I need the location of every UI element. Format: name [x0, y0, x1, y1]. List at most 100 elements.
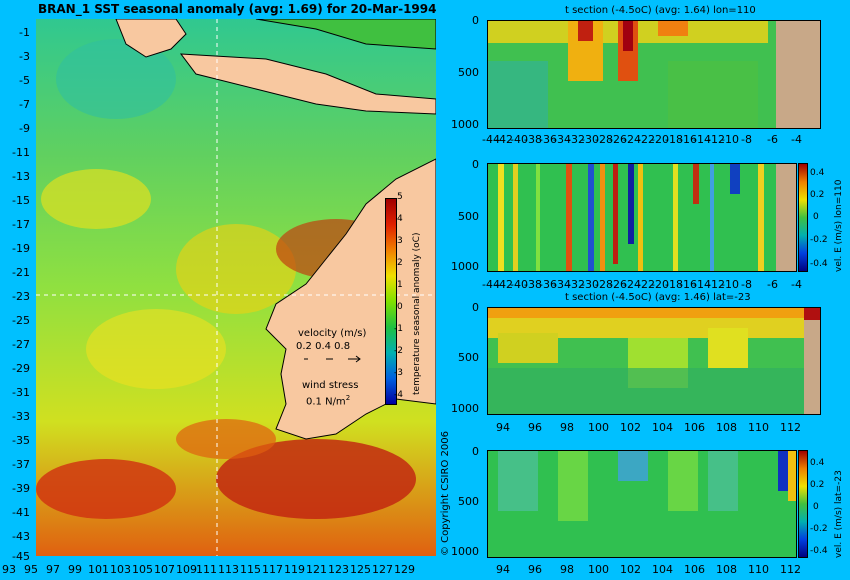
x-tick: -16 [679, 278, 697, 291]
x-tick: -36 [539, 278, 557, 291]
x-tick: -30 [581, 133, 599, 146]
panel-3-y-axis: 0 500 1000 [440, 301, 485, 421]
map-lon-axis: 93 95 97 99 101 103 105 107 109 111 113 … [0, 563, 440, 580]
panel-2-colorbar-label: vel. E (m/s) lon=110 [834, 179, 844, 272]
x-tick: 106 [684, 421, 705, 434]
colorbar-tick: 5 [397, 192, 403, 202]
lon-label: 127 [372, 563, 393, 576]
x-tick: -10 [721, 133, 739, 146]
x-tick: -16 [679, 133, 697, 146]
y-tick: 0 [472, 445, 479, 458]
lon-label: 115 [240, 563, 261, 576]
x-tick: -22 [637, 278, 655, 291]
lat-label: -39 [12, 482, 30, 495]
x-tick: -4 [791, 133, 802, 146]
x-tick: -24 [623, 133, 641, 146]
lat-label: -41 [12, 506, 30, 519]
lon-label: 119 [284, 563, 305, 576]
lat-label: -43 [12, 530, 30, 543]
sst-colorbar [385, 198, 397, 405]
colorbar-tick: 0.2 [810, 480, 825, 490]
colorbar-tick: 3 [397, 236, 403, 246]
panel-4-canvas [488, 451, 796, 557]
lon-label: 129 [394, 563, 415, 576]
velocity-legend: velocity (m/s) 0.2 0.4 0.8 wind stress 0… [292, 328, 382, 408]
velocity-legend-arrows [302, 354, 372, 367]
lat-label: -9 [19, 122, 30, 135]
x-tick: -14 [693, 278, 711, 291]
colorbar-tick: 1 [397, 280, 403, 290]
lon-label: 125 [350, 563, 371, 576]
lon-label: 113 [218, 563, 239, 576]
hot-patch [216, 439, 416, 519]
x-tick: 112 [780, 563, 801, 576]
x-tick: -42 [495, 133, 513, 146]
lon-label: 111 [196, 563, 217, 576]
colorbar-tick: -0.4 [810, 259, 828, 269]
hot-patch [36, 459, 176, 519]
x-tick: -34 [553, 133, 571, 146]
lat-label: -11 [12, 146, 30, 159]
lon-label: 117 [262, 563, 283, 576]
velocity-legend-scale: 0.2 0.4 0.8 [296, 341, 351, 352]
colorbar-tick: 2 [397, 258, 403, 268]
x-tick: -26 [609, 133, 627, 146]
x-tick: 110 [748, 421, 769, 434]
lat-label: -31 [12, 386, 30, 399]
x-tick: 94 [496, 421, 510, 434]
lat-label: -27 [12, 338, 30, 351]
lat-label: -25 [12, 314, 30, 327]
panel-3-canvas [488, 308, 820, 414]
colorbar-tick: 0 [813, 502, 819, 512]
lon-label: 101 [88, 563, 109, 576]
lat-label: -3 [19, 50, 30, 63]
colorbar-tick: 0.4 [810, 458, 825, 468]
x-tick: 96 [528, 421, 542, 434]
x-tick: 110 [748, 563, 769, 576]
sst-anomaly-map [36, 19, 436, 556]
lat-label: -1 [19, 26, 30, 39]
lon-label: 107 [154, 563, 175, 576]
x-tick: -26 [609, 278, 627, 291]
panel-1-y-axis: 0 500 1000 [440, 14, 485, 134]
lat-label: -5 [19, 74, 30, 87]
x-tick: -34 [553, 278, 571, 291]
warm-patch [176, 419, 276, 459]
x-tick: 100 [588, 563, 609, 576]
panel-4-colorbar [798, 450, 808, 558]
y-tick: 500 [458, 351, 479, 364]
sst-colorbar-label: temperature seasonal anomaly (oC) [412, 232, 422, 395]
x-tick: -36 [539, 133, 557, 146]
y-tick: 500 [458, 210, 479, 223]
panel-3-x-axis: 94 96 98 100 102 104 106 108 110 112 [487, 421, 827, 435]
lat-label: -45 [12, 550, 30, 563]
sst-map-canvas [36, 19, 436, 556]
sst-colorbar-ticks: 5 4 3 2 1 0 -1 -2 -3 -4 [394, 192, 411, 407]
lat-label: -15 [12, 194, 30, 207]
colorbar-tick: 0 [813, 212, 819, 222]
wind-legend-scale-row: 0.1 N/m2 [306, 394, 350, 407]
y-tick: 500 [458, 495, 479, 508]
x-tick: -40 [510, 278, 528, 291]
x-tick: -24 [623, 278, 641, 291]
panel-1-x-axis: -44 -42 -40 -38 -36 -34 -32 -30 -28 -26 … [482, 133, 827, 147]
x-tick: -12 [707, 278, 725, 291]
x-tick: -18 [665, 133, 683, 146]
y-tick: 0 [472, 14, 479, 27]
y-tick: 1000 [451, 118, 479, 131]
panel-2-canvas [488, 164, 796, 271]
lon-label: 123 [328, 563, 349, 576]
colorbar-tick: -3 [394, 368, 403, 378]
panel-2-y-axis: 0 500 1000 [440, 158, 485, 278]
lat-label: -29 [12, 362, 30, 375]
colorbar-tick: 4 [397, 214, 403, 224]
x-tick: 104 [652, 563, 673, 576]
panel-1-canvas [488, 21, 820, 128]
x-tick: 108 [716, 421, 737, 434]
map-lat-axis: -1 -3 -5 -7 -9 -11 -13 -15 -17 -19 -21 -… [0, 0, 36, 580]
x-tick: 94 [496, 563, 510, 576]
panel-4-x-axis: 94 96 98 100 102 104 106 108 110 112 [487, 563, 827, 577]
colorbar-tick: 0.2 [810, 190, 825, 200]
lon-label: 105 [132, 563, 153, 576]
lon-label: 121 [306, 563, 327, 576]
